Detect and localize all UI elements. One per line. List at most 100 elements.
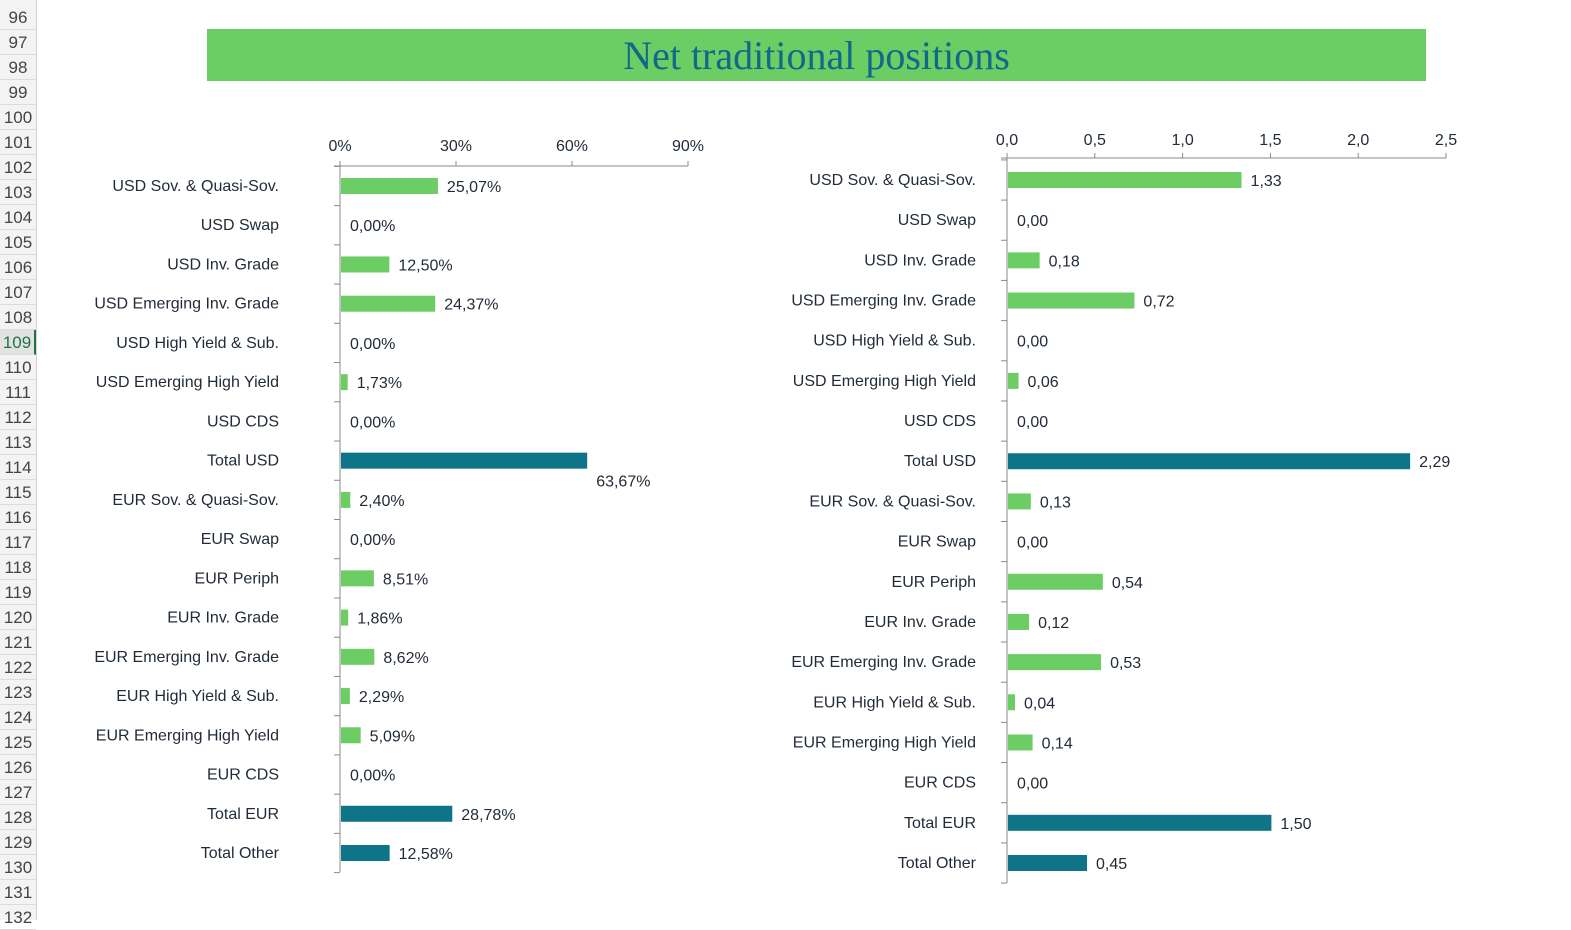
row-header-125[interactable]: 125 [0, 730, 36, 755]
category-label: USD Inv. Grade [167, 256, 279, 273]
row-header-100[interactable]: 100 [0, 105, 36, 130]
data-label: 0,00% [350, 336, 395, 353]
data-label: 12,50% [398, 257, 452, 274]
bar [1008, 292, 1135, 309]
x-tick-label: 30% [440, 138, 472, 155]
total-bar [341, 845, 390, 861]
data-label: 0,00 [1017, 535, 1048, 552]
row-header-107[interactable]: 107 [0, 280, 36, 305]
category-label: Total Other [201, 845, 280, 862]
row-header-129[interactable]: 129 [0, 830, 36, 855]
bar [1008, 613, 1030, 630]
row-header-column: 96 97 98 99 100 101 102 103 104 105 106 107 108 109 11… [0, 0, 37, 930]
row-header-104[interactable]: 104 [0, 205, 36, 230]
data-label: 0,00% [350, 414, 395, 431]
row-header-106[interactable]: 106 [0, 255, 36, 280]
category-label: USD High Yield & Sub. [813, 333, 976, 350]
bar [341, 374, 348, 391]
data-label: 28,78% [461, 807, 515, 824]
category-label: USD Swap [898, 212, 976, 229]
category-label: USD CDS [207, 413, 279, 430]
row-header-120[interactable]: 120 [0, 605, 36, 630]
x-tick-label: 0% [328, 138, 351, 155]
row-header-131[interactable]: 131 [0, 880, 36, 905]
row-header-124[interactable]: 124 [0, 705, 36, 730]
data-label: 24,37% [444, 297, 498, 314]
category-label: EUR Emerging High Yield [793, 734, 976, 751]
category-label: EUR High Yield & Sub. [813, 694, 976, 711]
bar [341, 178, 438, 194]
row-header-128[interactable]: 128 [0, 805, 36, 830]
data-label: 1,86% [357, 611, 402, 628]
row-header-117[interactable]: 117 [0, 530, 36, 555]
row-header-116[interactable]: 116 [0, 505, 36, 530]
row-header-101[interactable]: 101 [0, 130, 36, 155]
row-header-99[interactable]: 99 [0, 80, 36, 105]
row-header-130[interactable]: 130 [0, 855, 36, 880]
x-tick-label: 2,0 [1347, 132, 1369, 149]
row-header-119[interactable]: 119 [0, 580, 36, 605]
category-label: USD Emerging Inv. Grade [791, 293, 976, 310]
row-header-115[interactable]: 115 [0, 480, 36, 505]
category-label: USD CDS [904, 413, 976, 430]
row-header-109[interactable]: 109 [0, 330, 36, 355]
data-label: 1,73% [357, 375, 402, 392]
bar [341, 727, 361, 744]
data-label: 0,45 [1096, 856, 1127, 873]
row-header-102[interactable]: 102 [0, 155, 36, 180]
total-bar [341, 805, 453, 822]
row-header-121[interactable]: 121 [0, 630, 36, 655]
data-label: 0,54 [1112, 575, 1143, 592]
row-header-114[interactable]: 114 [0, 455, 36, 480]
data-label: 5,09% [370, 728, 415, 745]
data-label: 25,07% [447, 179, 501, 196]
x-tick-label: 1,0 [1171, 132, 1193, 149]
row-header-105[interactable]: 105 [0, 230, 36, 255]
bar [1008, 694, 1016, 711]
bar [1008, 252, 1040, 269]
data-label: 0,00 [1017, 334, 1048, 351]
data-label: 0,14 [1042, 735, 1073, 752]
row-header-127[interactable]: 127 [0, 780, 36, 805]
bar [1008, 172, 1242, 188]
category-label: Total EUR [207, 806, 279, 823]
category-label: Total USD [207, 453, 279, 470]
bar [341, 491, 351, 508]
category-label: USD Sov. & Quasi-Sov. [112, 178, 279, 195]
row-header-118[interactable]: 118 [0, 555, 36, 580]
data-label: 8,62% [383, 650, 428, 667]
data-label: 0,18 [1049, 253, 1080, 270]
total-bar [1008, 855, 1088, 871]
row-header-113[interactable]: 113 [0, 430, 36, 455]
row-header-96[interactable]: 96 [0, 5, 36, 30]
category-label: USD Inv. Grade [864, 252, 976, 269]
data-label: 0,06 [1028, 374, 1059, 391]
data-label: 2,29 [1419, 454, 1450, 471]
bar [1008, 734, 1033, 751]
category-label: EUR Emerging High Yield [96, 727, 279, 744]
data-label: 0,00% [350, 218, 395, 235]
row-header-103[interactable]: 103 [0, 180, 36, 205]
bar [341, 648, 375, 665]
category-label: Total Other [898, 855, 977, 872]
category-label: EUR Swap [898, 534, 976, 551]
data-label: 0,13 [1040, 494, 1071, 511]
data-label: 1,50 [1280, 816, 1311, 833]
bar [341, 609, 349, 626]
category-label: EUR Swap [201, 531, 279, 548]
row-header-126[interactable]: 126 [0, 755, 36, 780]
row-header-111[interactable]: 111 [0, 380, 36, 405]
category-label: USD Sov. & Quasi-Sov. [809, 172, 976, 189]
x-tick-label: 0,5 [1084, 132, 1106, 149]
row-header-110[interactable]: 110 [0, 355, 36, 380]
x-tick-label: 0,0 [996, 132, 1018, 149]
row-header-98[interactable]: 98 [0, 55, 36, 80]
x-tick-label: 2,5 [1435, 132, 1457, 149]
row-header-97[interactable]: 97 [0, 30, 36, 55]
row-header-108[interactable]: 108 [0, 305, 36, 330]
row-header-123[interactable]: 123 [0, 680, 36, 705]
row-header-112[interactable]: 112 [0, 405, 36, 430]
data-label: 0,00 [1017, 776, 1048, 793]
row-header-122[interactable]: 122 [0, 655, 36, 680]
